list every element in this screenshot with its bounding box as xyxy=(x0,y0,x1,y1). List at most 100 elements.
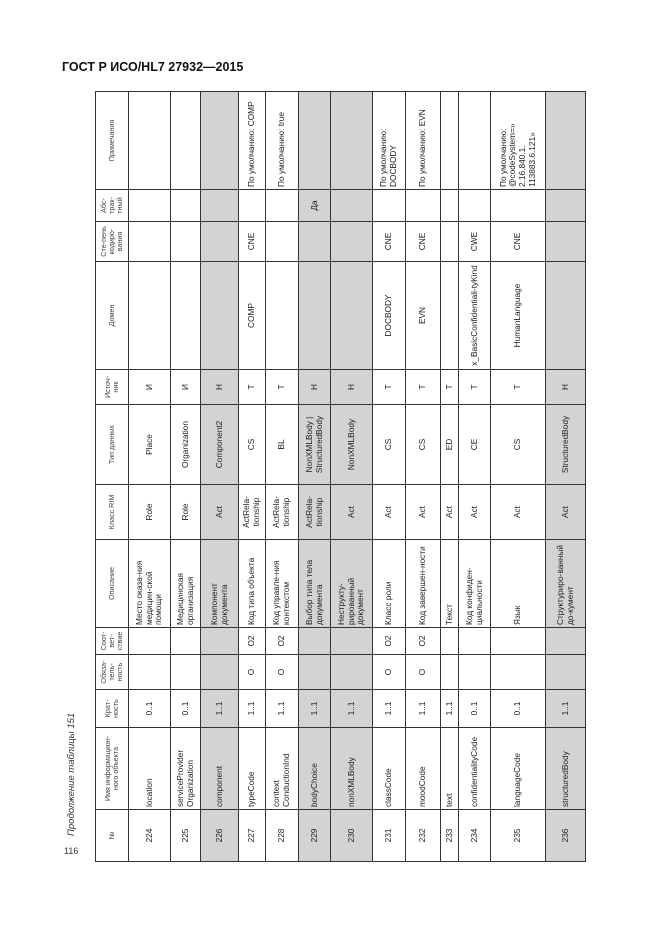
cell-domain xyxy=(298,261,331,370)
cell-mandatory xyxy=(330,654,373,690)
cell-rim-class: Role xyxy=(170,484,201,540)
cell-multiplicity: 1..1 xyxy=(372,689,406,728)
cell-domain: DOCBODY xyxy=(372,261,406,370)
cell-coding-strength: CWE xyxy=(458,221,491,262)
cell-multiplicity: 1..1 xyxy=(200,689,239,728)
cell-conformance: O2 xyxy=(372,627,406,655)
cell-source: Т xyxy=(372,369,406,405)
cell-object-name: serviceProvider Organization xyxy=(170,727,201,810)
cell-data-type: CS xyxy=(405,404,441,485)
column-header-abstract: Абс-трак-тный xyxy=(95,189,129,222)
cell-notes xyxy=(170,91,201,190)
cell-number: 235 xyxy=(490,809,546,862)
cell-conformance xyxy=(330,627,373,655)
cell-multiplicity: 1..1 xyxy=(238,689,266,728)
cell-abstract xyxy=(128,189,171,222)
cell-object-name: text xyxy=(440,727,459,810)
cell-description: Язык xyxy=(490,539,546,628)
cell-description: Код завершен-ности xyxy=(405,539,441,628)
cell-description: Код управле-ния контекстом xyxy=(265,539,299,628)
cell-number: 224 xyxy=(128,809,171,862)
column-header-source: Источ-ник xyxy=(95,369,129,405)
cell-number: 226 xyxy=(200,809,239,862)
cell-object-name: context ConductionInd xyxy=(265,727,299,810)
cell-description: Структуриро-ванный до-кумент xyxy=(545,539,586,628)
column-header-domain: Домен xyxy=(95,261,129,370)
cell-coding-strength xyxy=(170,221,201,262)
cell-rim-class: Act xyxy=(458,484,491,540)
table-row: 227 typeCode 1..1 O O2 Код типа объекта ActRel… xyxy=(238,91,266,862)
cell-domain: COMP xyxy=(238,261,266,370)
cell-source: Н xyxy=(545,369,586,405)
cell-abstract xyxy=(545,189,586,222)
cell-conformance xyxy=(458,627,491,655)
cell-multiplicity: 1..1 xyxy=(405,689,441,728)
cell-source: Т xyxy=(405,369,441,405)
cell-source: Т xyxy=(440,369,459,405)
cell-source: Т xyxy=(265,369,299,405)
cell-rim-class: Role xyxy=(128,484,171,540)
cell-notes: По умолчанию: COMP xyxy=(238,91,266,190)
cell-mandatory xyxy=(545,654,586,690)
table-row: 226 component 1..1 Компонент документа Act Co… xyxy=(200,91,239,862)
cell-source: И xyxy=(128,369,171,405)
cell-coding-strength xyxy=(265,221,299,262)
cell-rim-class: ActRela-tionship xyxy=(298,484,331,540)
table-caption: Продолжение таблицы 151 xyxy=(66,712,77,836)
cell-number: 234 xyxy=(458,809,491,862)
cell-abstract xyxy=(458,189,491,222)
cell-data-type: Place xyxy=(128,404,171,485)
data-table: № Имя информацион-ного объекта Крат-ность О… xyxy=(95,91,586,862)
column-header-data-type: Тип данных xyxy=(95,404,129,485)
cell-object-name: component xyxy=(200,727,239,810)
cell-coding-strength: CNE xyxy=(490,221,546,262)
cell-description: Текст xyxy=(440,539,459,628)
cell-number: 228 xyxy=(265,809,299,862)
cell-data-type: Organization xyxy=(170,404,201,485)
cell-abstract xyxy=(200,189,239,222)
cell-mandatory xyxy=(490,654,546,690)
cell-coding-strength: CNE xyxy=(238,221,266,262)
cell-mandatory xyxy=(440,654,459,690)
cell-notes xyxy=(128,91,171,190)
table-row: 229 bodyChoice 1..1 Выбор типа тела докумен… xyxy=(298,91,331,862)
cell-abstract xyxy=(440,189,459,222)
rotated-table-container: № Имя информацион-ного объекта Крат-ность О… xyxy=(95,91,586,862)
cell-object-name: languageCode xyxy=(490,727,546,810)
cell-conformance: O2 xyxy=(238,627,266,655)
cell-rim-class: ActRela-tionship xyxy=(238,484,266,540)
cell-mandatory: O xyxy=(405,654,441,690)
cell-object-name: typeCode xyxy=(238,727,266,810)
cell-object-name: bodyChoice xyxy=(298,727,331,810)
table-row: 230 nonXMLBody 1..1 Неструкту-рированный до… xyxy=(330,91,373,862)
cell-abstract xyxy=(170,189,201,222)
cell-multiplicity: 0..1 xyxy=(490,689,546,728)
cell-multiplicity: 1..1 xyxy=(545,689,586,728)
cell-multiplicity: 1..1 xyxy=(265,689,299,728)
cell-domain xyxy=(330,261,373,370)
cell-notes xyxy=(330,91,373,190)
cell-mandatory: O xyxy=(265,654,299,690)
cell-description: Место оказа-ния медицин-ской помощи xyxy=(128,539,171,628)
cell-number: 231 xyxy=(372,809,406,862)
cell-description: Класс роли xyxy=(372,539,406,628)
cell-rim-class: Act xyxy=(200,484,239,540)
cell-abstract xyxy=(330,189,373,222)
cell-description: Компонент документа xyxy=(200,539,239,628)
cell-mandatory xyxy=(170,654,201,690)
cell-object-name: nonXMLBody xyxy=(330,727,373,810)
cell-description: Код типа объекта xyxy=(238,539,266,628)
cell-coding-strength xyxy=(128,221,171,262)
cell-conformance xyxy=(545,627,586,655)
cell-conformance xyxy=(200,627,239,655)
column-header-multiplicity: Крат-ность xyxy=(95,689,129,728)
cell-source: Т xyxy=(458,369,491,405)
cell-mandatory: O xyxy=(372,654,406,690)
cell-notes xyxy=(200,91,239,190)
cell-notes: По умолчанию: DOCBODY xyxy=(372,91,406,190)
cell-rim-class: Act xyxy=(545,484,586,540)
cell-rim-class: Act xyxy=(330,484,373,540)
cell-conformance xyxy=(490,627,546,655)
column-header-coding-strength: Сте-пень кодиро-вания xyxy=(95,221,129,262)
cell-notes: По умолчанию: @codeSystem=» 2.16.840.1. … xyxy=(490,91,546,190)
